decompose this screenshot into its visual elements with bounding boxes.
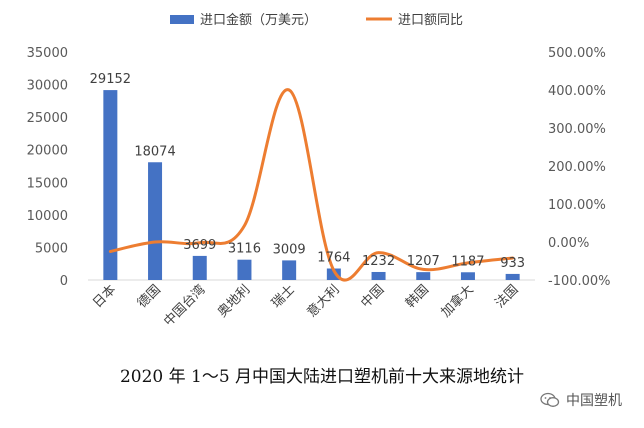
- category-label: 意大利: [304, 282, 343, 321]
- bar: [326, 268, 341, 280]
- line-series-path: [108, 88, 515, 282]
- watermark-text: 中国塑机: [566, 393, 622, 409]
- line-point: [243, 224, 246, 227]
- right-axis: -100.00% 0.00% 100.00% 200.00% 300.00% 400.00…: [548, 46, 611, 289]
- right-tick-label: 500.00%: [548, 46, 606, 61]
- left-axis: 0 5000 10000 15000 20000 25000 30000 35000: [27, 46, 68, 289]
- left-tick-label: 0: [60, 274, 68, 289]
- chart: 进口金额（万美元） 进口额同比 0 5000 10000 15000 20000 2500…: [27, 12, 611, 330]
- bar: [371, 271, 386, 280]
- data-label: 1232: [362, 254, 395, 269]
- line-point: [466, 261, 470, 265]
- line-point: [153, 240, 157, 244]
- category-label: 中国: [358, 282, 387, 311]
- category-label: 瑞士: [269, 282, 298, 311]
- line-point: [109, 250, 112, 253]
- data-label: 3009: [273, 242, 306, 257]
- data-label: 3699: [183, 238, 216, 253]
- line-point: [287, 88, 291, 92]
- watermark: 中国塑机: [540, 390, 622, 410]
- category-label: 中国台湾: [160, 282, 208, 330]
- data-label: 933: [500, 256, 525, 271]
- data-label: 1207: [407, 254, 440, 269]
- bar: [282, 260, 297, 280]
- data-label: 3116: [228, 242, 261, 257]
- bar: [148, 162, 163, 280]
- category-label: 奥地利: [215, 282, 253, 320]
- left-tick-label: 30000: [27, 79, 68, 94]
- line-point: [511, 256, 514, 260]
- wechat-icon: [540, 392, 560, 407]
- bar-series: [103, 90, 520, 280]
- right-tick-label: 0.00%: [548, 236, 589, 251]
- legend: 进口金额（万美元） 进口额同比: [170, 12, 463, 28]
- category-label: 韩国: [403, 282, 432, 311]
- left-tick-label: 20000: [27, 144, 68, 159]
- bar: [460, 272, 475, 280]
- line-point: [332, 269, 336, 272]
- data-labels: 29152 18074 3699 3116 3009 1764 1232 1207 1187 93…: [90, 72, 525, 271]
- category-label: 加拿大: [438, 282, 477, 321]
- right-tick-label: 400.00%: [548, 84, 606, 99]
- left-tick-label: 10000: [27, 209, 68, 224]
- line-point: [422, 268, 425, 271]
- bar: [103, 90, 118, 280]
- legend-label-bar: 进口金额（万美元）: [200, 12, 317, 28]
- bar: [416, 272, 431, 280]
- right-tick-label: 200.00%: [548, 160, 606, 175]
- left-tick-label: 5000: [35, 241, 68, 256]
- right-tick-label: 300.00%: [548, 122, 606, 137]
- line-point: [377, 251, 380, 254]
- legend-swatch-bar: [170, 15, 194, 24]
- data-label: 1764: [317, 251, 350, 266]
- category-label: 法国: [492, 282, 521, 311]
- left-tick-label: 15000: [27, 176, 68, 191]
- left-tick-label: 35000: [27, 46, 68, 61]
- right-tick-label: -100.00%: [548, 274, 611, 289]
- category-label: 日本: [90, 282, 119, 311]
- left-tick-label: 25000: [27, 111, 68, 126]
- right-tick-label: 100.00%: [548, 198, 606, 213]
- legend-label-line: 进口额同比: [398, 13, 463, 28]
- line-series: [108, 88, 515, 282]
- data-label: 18074: [134, 144, 175, 159]
- chart-caption: 2020 年 1～5 月中国大陆进口塑机前十大来源地统计: [119, 367, 525, 387]
- bar: [192, 255, 207, 280]
- line-point: [198, 241, 201, 244]
- category-label: 德国: [135, 282, 164, 311]
- bar: [505, 273, 520, 280]
- bar: [237, 259, 252, 280]
- data-label: 29152: [90, 72, 131, 87]
- data-label: 1187: [451, 254, 484, 269]
